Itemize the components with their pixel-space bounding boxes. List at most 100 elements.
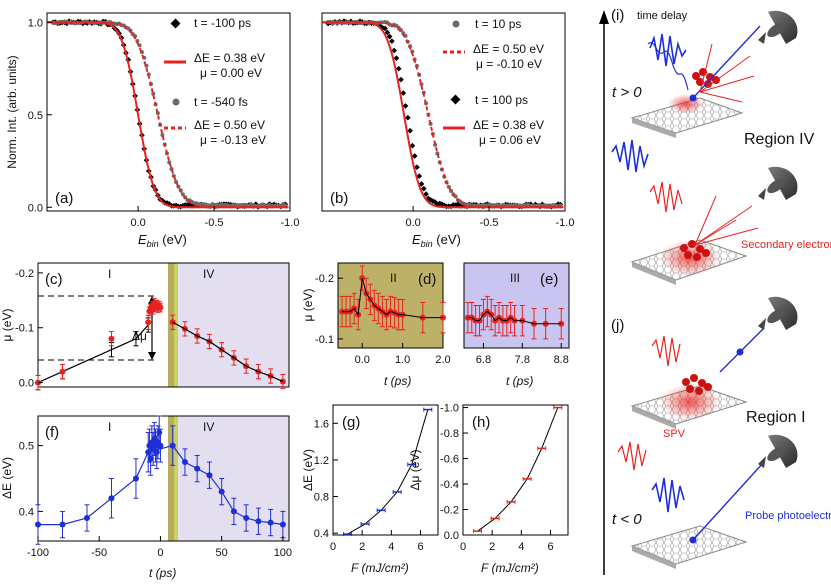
panel-h: 0 2 4 60.0-0.2-0.4-0.6-0.8-1.0 (h) Δμ (eV) …	[408, 403, 569, 575]
panel-h-marks	[473, 405, 563, 534]
secondary-electrons-text: Secondary electrons	[741, 239, 831, 251]
legend-dE-038: ΔE = 0.38 eV	[194, 51, 265, 65]
data-point-diamond	[402, 103, 409, 109]
series-line	[342, 278, 443, 319]
legend-dE-050b: ΔE = 0.50 eV	[473, 42, 544, 56]
panel-e-marks	[464, 295, 565, 340]
y-tick-label: -0.2	[15, 268, 34, 280]
legend-t-neg100: t = -100 ps	[194, 16, 251, 30]
data-point	[279, 521, 286, 528]
x-tick-label: -1.0	[556, 217, 575, 229]
data-point-diamond	[411, 153, 418, 159]
y-tick-label: -0.8	[440, 428, 459, 440]
y-tick-label: -0.1	[15, 323, 34, 335]
legend-mu-010: μ = -0.10 eV	[476, 57, 542, 71]
y-tick-label: -0.2	[440, 505, 459, 517]
panel-g: 0 2 4 6 0.4 0.8 1.2 1.6 (g) ΔE (eV) F (mJ/cm²)	[301, 404, 439, 575]
panel-d-xlabel: t (ps)	[384, 374, 411, 388]
x-tick-label: 0.0	[130, 217, 145, 229]
data-point	[108, 335, 115, 342]
spv-label: SPV	[663, 428, 686, 440]
panel-c-label: (c)	[45, 271, 63, 288]
thz-waveform-2	[649, 181, 683, 213]
detector-icon	[758, 10, 798, 44]
data-point	[153, 449, 160, 456]
y-tick-label: -0.1	[315, 334, 334, 346]
data-point	[169, 442, 176, 449]
t-positive-label: t > 0	[612, 84, 642, 101]
legend-dE-038b: ΔE = 0.38 eV	[473, 118, 544, 132]
electron	[704, 383, 712, 391]
y-tick-label: 0.5	[28, 110, 43, 122]
data-point	[59, 368, 66, 375]
legend-dE-050: ΔE = 0.50 eV	[194, 118, 265, 132]
fit-curve	[477, 407, 559, 532]
y-tick-label: -0.6	[440, 454, 459, 466]
panel-h-ticks: 0 2 4 6 0.0 -0.2 -0.4 -0.6 -0.8 -1.0	[440, 403, 554, 553]
panel-d-ticks: 0.0 1.0 2.0 -0.2 -0.1	[315, 273, 451, 366]
y-tick-label: -0.4	[440, 479, 459, 491]
emission-ray	[699, 55, 751, 93]
electron	[698, 379, 706, 387]
panel-g-ylabel: ΔE (eV)	[301, 449, 315, 491]
series-line-iv	[172, 321, 284, 383]
x-tick-label: -0.5	[480, 217, 499, 229]
emission-ray	[699, 91, 743, 103]
t-negative-label: t < 0	[612, 511, 642, 528]
detector-rim	[767, 446, 785, 462]
region-iv-label-f: IV	[203, 420, 214, 434]
data-point-diamond	[400, 90, 407, 96]
y-tick-label: 0.8	[314, 492, 329, 504]
panel-b-marks	[322, 18, 564, 210]
scene-4-graphene	[617, 434, 798, 569]
x-tick-label: -0.5	[205, 217, 224, 229]
x-tick-label: 2	[489, 541, 495, 553]
series-line	[467, 310, 562, 325]
electron	[704, 80, 712, 88]
panel-b-label: (b)	[330, 190, 348, 207]
panel-f: -100 -50 0 50 100 0.4 0.5 (f) I IV ΔE (eV) t (…	[0, 415, 292, 580]
y-tick-label: 1.6	[314, 418, 329, 430]
secondary-electrons-label: Secondary electrons	[741, 239, 831, 251]
detector-nozzle	[758, 456, 766, 468]
panel-g-label: (g)	[342, 414, 360, 431]
probe-electron-3	[736, 348, 744, 356]
panel-a-legend: t = -100 ps ΔE = 0.38 eV μ = 0.00 eV t =…	[164, 16, 266, 147]
x-tick-label: 2.0	[435, 354, 450, 366]
emission-ray	[699, 43, 713, 93]
x-tick-label: -50	[91, 547, 107, 559]
y-tick-label: 0.4	[19, 506, 34, 518]
panel-a-marks	[47, 18, 289, 210]
panel-d-label: (d)	[418, 271, 436, 288]
data-point-diamond	[404, 114, 411, 121]
electron	[693, 253, 701, 261]
data-point	[181, 459, 188, 466]
y-tick-label: -1.0	[440, 403, 459, 415]
x-tick-label: 100	[274, 547, 292, 559]
legend-diamond-marker	[170, 18, 181, 29]
legend-mu-013: μ = -0.13 eV	[200, 133, 266, 147]
graphene-edge-1	[632, 118, 676, 138]
panel-f-marks	[35, 415, 286, 545]
electron	[696, 245, 704, 253]
fit-curve-solid	[47, 21, 289, 209]
pump-waveform-1	[649, 33, 687, 67]
arrow-head-down	[148, 352, 156, 360]
data-point-diamond	[420, 185, 427, 192]
x-tick-label: 6	[547, 541, 553, 553]
legend-gray-dot	[172, 98, 180, 106]
data-point	[218, 488, 225, 495]
panel-a-ticks: 0.0 -0.5 -1.0 0.0 0.5 1.0	[28, 17, 300, 229]
data-point-diamond	[416, 173, 423, 179]
electron	[686, 385, 694, 393]
electron	[690, 374, 698, 382]
emission-ray	[694, 227, 759, 246]
x-tick-label: 0	[157, 547, 163, 559]
legend-mu-000: μ = 0.00 eV	[200, 66, 262, 80]
pump-waveform-2	[611, 139, 649, 173]
detector-nozzle	[758, 32, 766, 44]
probe-electron-1	[689, 94, 697, 102]
data-point	[157, 304, 164, 311]
data-point-dot	[151, 91, 156, 96]
legend-t-10ps: t = 10 ps	[475, 17, 521, 31]
